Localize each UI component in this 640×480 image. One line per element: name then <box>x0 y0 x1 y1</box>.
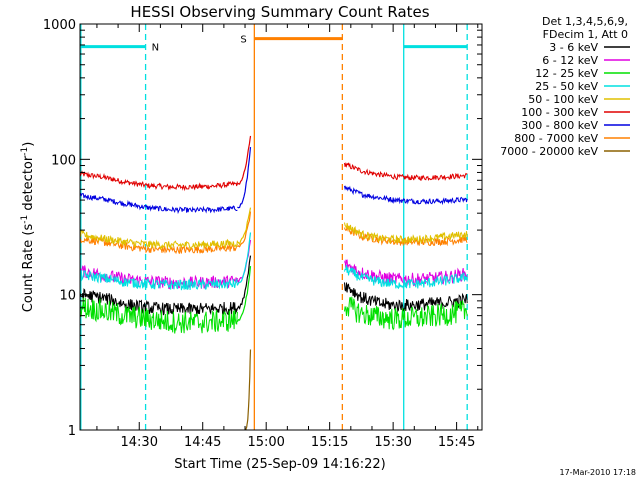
series-5-rise <box>237 207 252 246</box>
series-5-segment-2 <box>344 222 468 245</box>
y-label-part-1: Count Rate (s <box>21 224 36 313</box>
y-axis-label: Count Rate (s-1 detector-1) <box>20 142 36 313</box>
y-tick-label-4: 1000 <box>43 18 76 33</box>
x-tick-label-5: 15:30 <box>374 435 411 450</box>
series-2-segment-2 <box>344 259 468 287</box>
legend-label-3: 12 - 25 keV <box>535 67 598 80</box>
flag-label-1: N <box>152 43 159 54</box>
legend-label-8: 800 - 7000 keV <box>514 132 598 145</box>
series-6-rise <box>237 135 252 185</box>
series-7-segment-1 <box>80 192 238 215</box>
x-tick-label-2: 14:45 <box>184 435 221 450</box>
y-label-part-2: detector <box>21 155 36 215</box>
plot-frame <box>79 23 483 431</box>
y-label-sup-2: -1 <box>20 147 30 156</box>
series-7-rise <box>237 147 252 209</box>
series-9-rise <box>245 349 252 430</box>
series-3-segment-2 <box>344 296 468 331</box>
series-6-segment-1 <box>80 170 238 192</box>
legend-label-5: 50 - 100 keV <box>528 93 598 106</box>
series-5-segment-1 <box>80 229 238 251</box>
series-6-segment-2 <box>344 162 468 181</box>
x-tick-label-6: 15:45 <box>438 435 475 450</box>
y-tick-label-3: 100 <box>51 153 76 168</box>
series-layer <box>80 24 468 430</box>
y-tick-label-1: 1 <box>68 424 76 439</box>
series-1-rise <box>236 255 252 310</box>
legend-label-1: 3 - 6 keV <box>549 41 598 54</box>
x-tick-label-3: 15:00 <box>247 435 284 450</box>
legend-label-6: 100 - 300 keV <box>521 106 598 119</box>
series-7-segment-2 <box>344 185 468 206</box>
plot-area: N S 14:30 14:45 15:00 15:15 15:30 15:45 1 10 100 10… <box>43 18 483 450</box>
flag-label-2: S <box>240 35 246 46</box>
y-tick-label-2: 10 <box>59 289 76 304</box>
legend-header-line-1: Det 1,3,4,5,6,9, <box>542 15 628 28</box>
series-1-segment-1 <box>80 288 238 317</box>
x-axis-label: Start Time (25-Sep-09 14:16:22) <box>174 457 385 472</box>
series-4-segment-2 <box>344 265 468 290</box>
x-tick-label-1: 14:30 <box>121 435 158 450</box>
legend-label-2: 6 - 12 keV <box>542 54 598 67</box>
series-8-segment-1 <box>80 237 238 255</box>
series-4-rise <box>236 232 252 286</box>
series-4-segment-1 <box>80 269 238 291</box>
y-label-part-3: ) <box>21 142 36 147</box>
footer-timestamp: 17-Mar-2010 17:18 <box>560 468 637 477</box>
series-3-rise <box>236 266 252 322</box>
legend-header-line-2: FDecim 1, Att 0 <box>543 28 628 41</box>
legend-label-4: 25 - 50 keV <box>535 80 598 93</box>
x-tick-label-4: 15:15 <box>311 435 348 450</box>
series-8-rise <box>237 211 252 248</box>
y-label-sup-1: -1 <box>20 215 30 224</box>
series-1-segment-2 <box>344 282 468 313</box>
legend-label-9: 7000 - 20000 keV <box>500 145 598 158</box>
legend-label-7: 300 - 800 keV <box>521 119 598 132</box>
chart-title: HESSI Observing Summary Count Rates <box>130 3 429 21</box>
series-3-segment-1 <box>80 297 238 334</box>
svg-text:Count Rate (s-1 detector-1): Count Rate (s-1 detector-1) <box>20 142 36 313</box>
legend: Det 1,3,4,5,6,9, FDecim 1, Att 0 3 - 6 k… <box>500 15 630 158</box>
